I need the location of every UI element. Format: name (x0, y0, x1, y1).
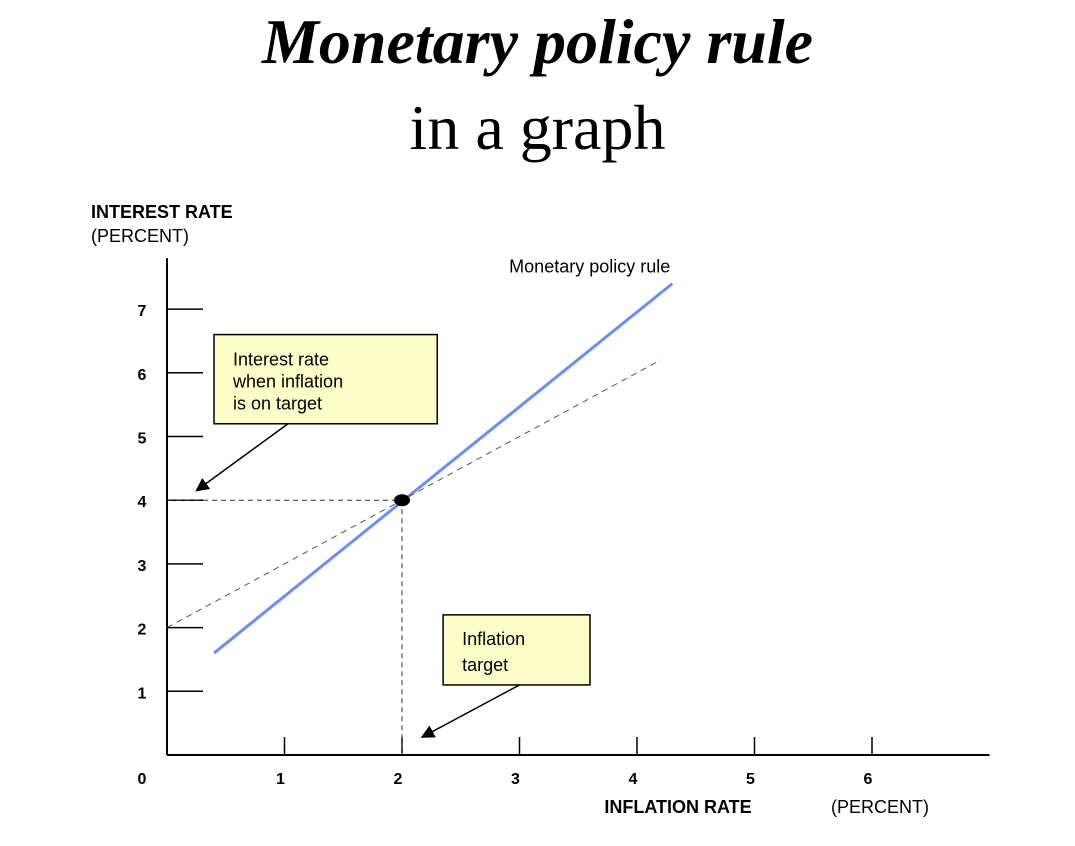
x-axis-label: INFLATION RATE (604, 797, 751, 817)
y-tick-label-3: 3 (138, 558, 147, 575)
chart-title: Monetary policy rule (261, 6, 814, 77)
x-tick-label-5: 5 (746, 771, 755, 788)
annotation-text-1-2: when inflation (232, 372, 343, 392)
annotation-text-1-3: is on target (233, 394, 322, 414)
annotation-box-2 (442, 614, 591, 686)
x-tick-label-1: 1 (276, 771, 285, 788)
y-tick-label-7: 7 (138, 303, 147, 320)
series-label-policy-rule: Monetary policy rule (509, 257, 670, 277)
series-line-dashed (166, 359, 661, 629)
annotation-text-1-1: Interest rate (233, 350, 329, 370)
annotation-arrow-1 (195, 423, 289, 492)
annotation-arrow-2 (420, 684, 520, 738)
y-tick-label-6: 6 (138, 367, 147, 384)
y-axis-label: INTEREST RATE (91, 202, 233, 222)
x-tick-label-4: 4 (629, 771, 638, 788)
x-tick-label-6: 6 (864, 771, 873, 788)
y-tick-label-5: 5 (138, 431, 147, 448)
y-axis-unit: (PERCENT) (91, 226, 189, 246)
on-target-point (394, 494, 410, 507)
axes (166, 258, 990, 756)
y-tick-label-2: 2 (138, 622, 147, 639)
annotation-2: Inflation target (420, 614, 591, 738)
x-ticks: 1 2 3 4 5 6 (276, 737, 873, 788)
x-tick-label-3: 3 (511, 771, 520, 788)
y-tick-label-4: 4 (138, 494, 147, 511)
guide-lines (167, 499, 403, 755)
annotation-box-1 (213, 333, 438, 425)
annotation-text-2-2: target (462, 655, 508, 675)
series-line-policy-rule (213, 282, 674, 655)
y-tick-label-1: 1 (138, 685, 147, 702)
origin-label: 0 (138, 771, 147, 788)
x-axis-unit: (PERCENT) (831, 797, 929, 817)
annotation-text-2-1: Inflation (462, 629, 525, 649)
y-ticks: 1 2 3 4 5 6 7 (138, 303, 203, 702)
series-lines: Monetary policy rule (166, 257, 674, 655)
chart-subtitle: in a graph (409, 92, 666, 163)
x-tick-label-2: 2 (394, 771, 403, 788)
